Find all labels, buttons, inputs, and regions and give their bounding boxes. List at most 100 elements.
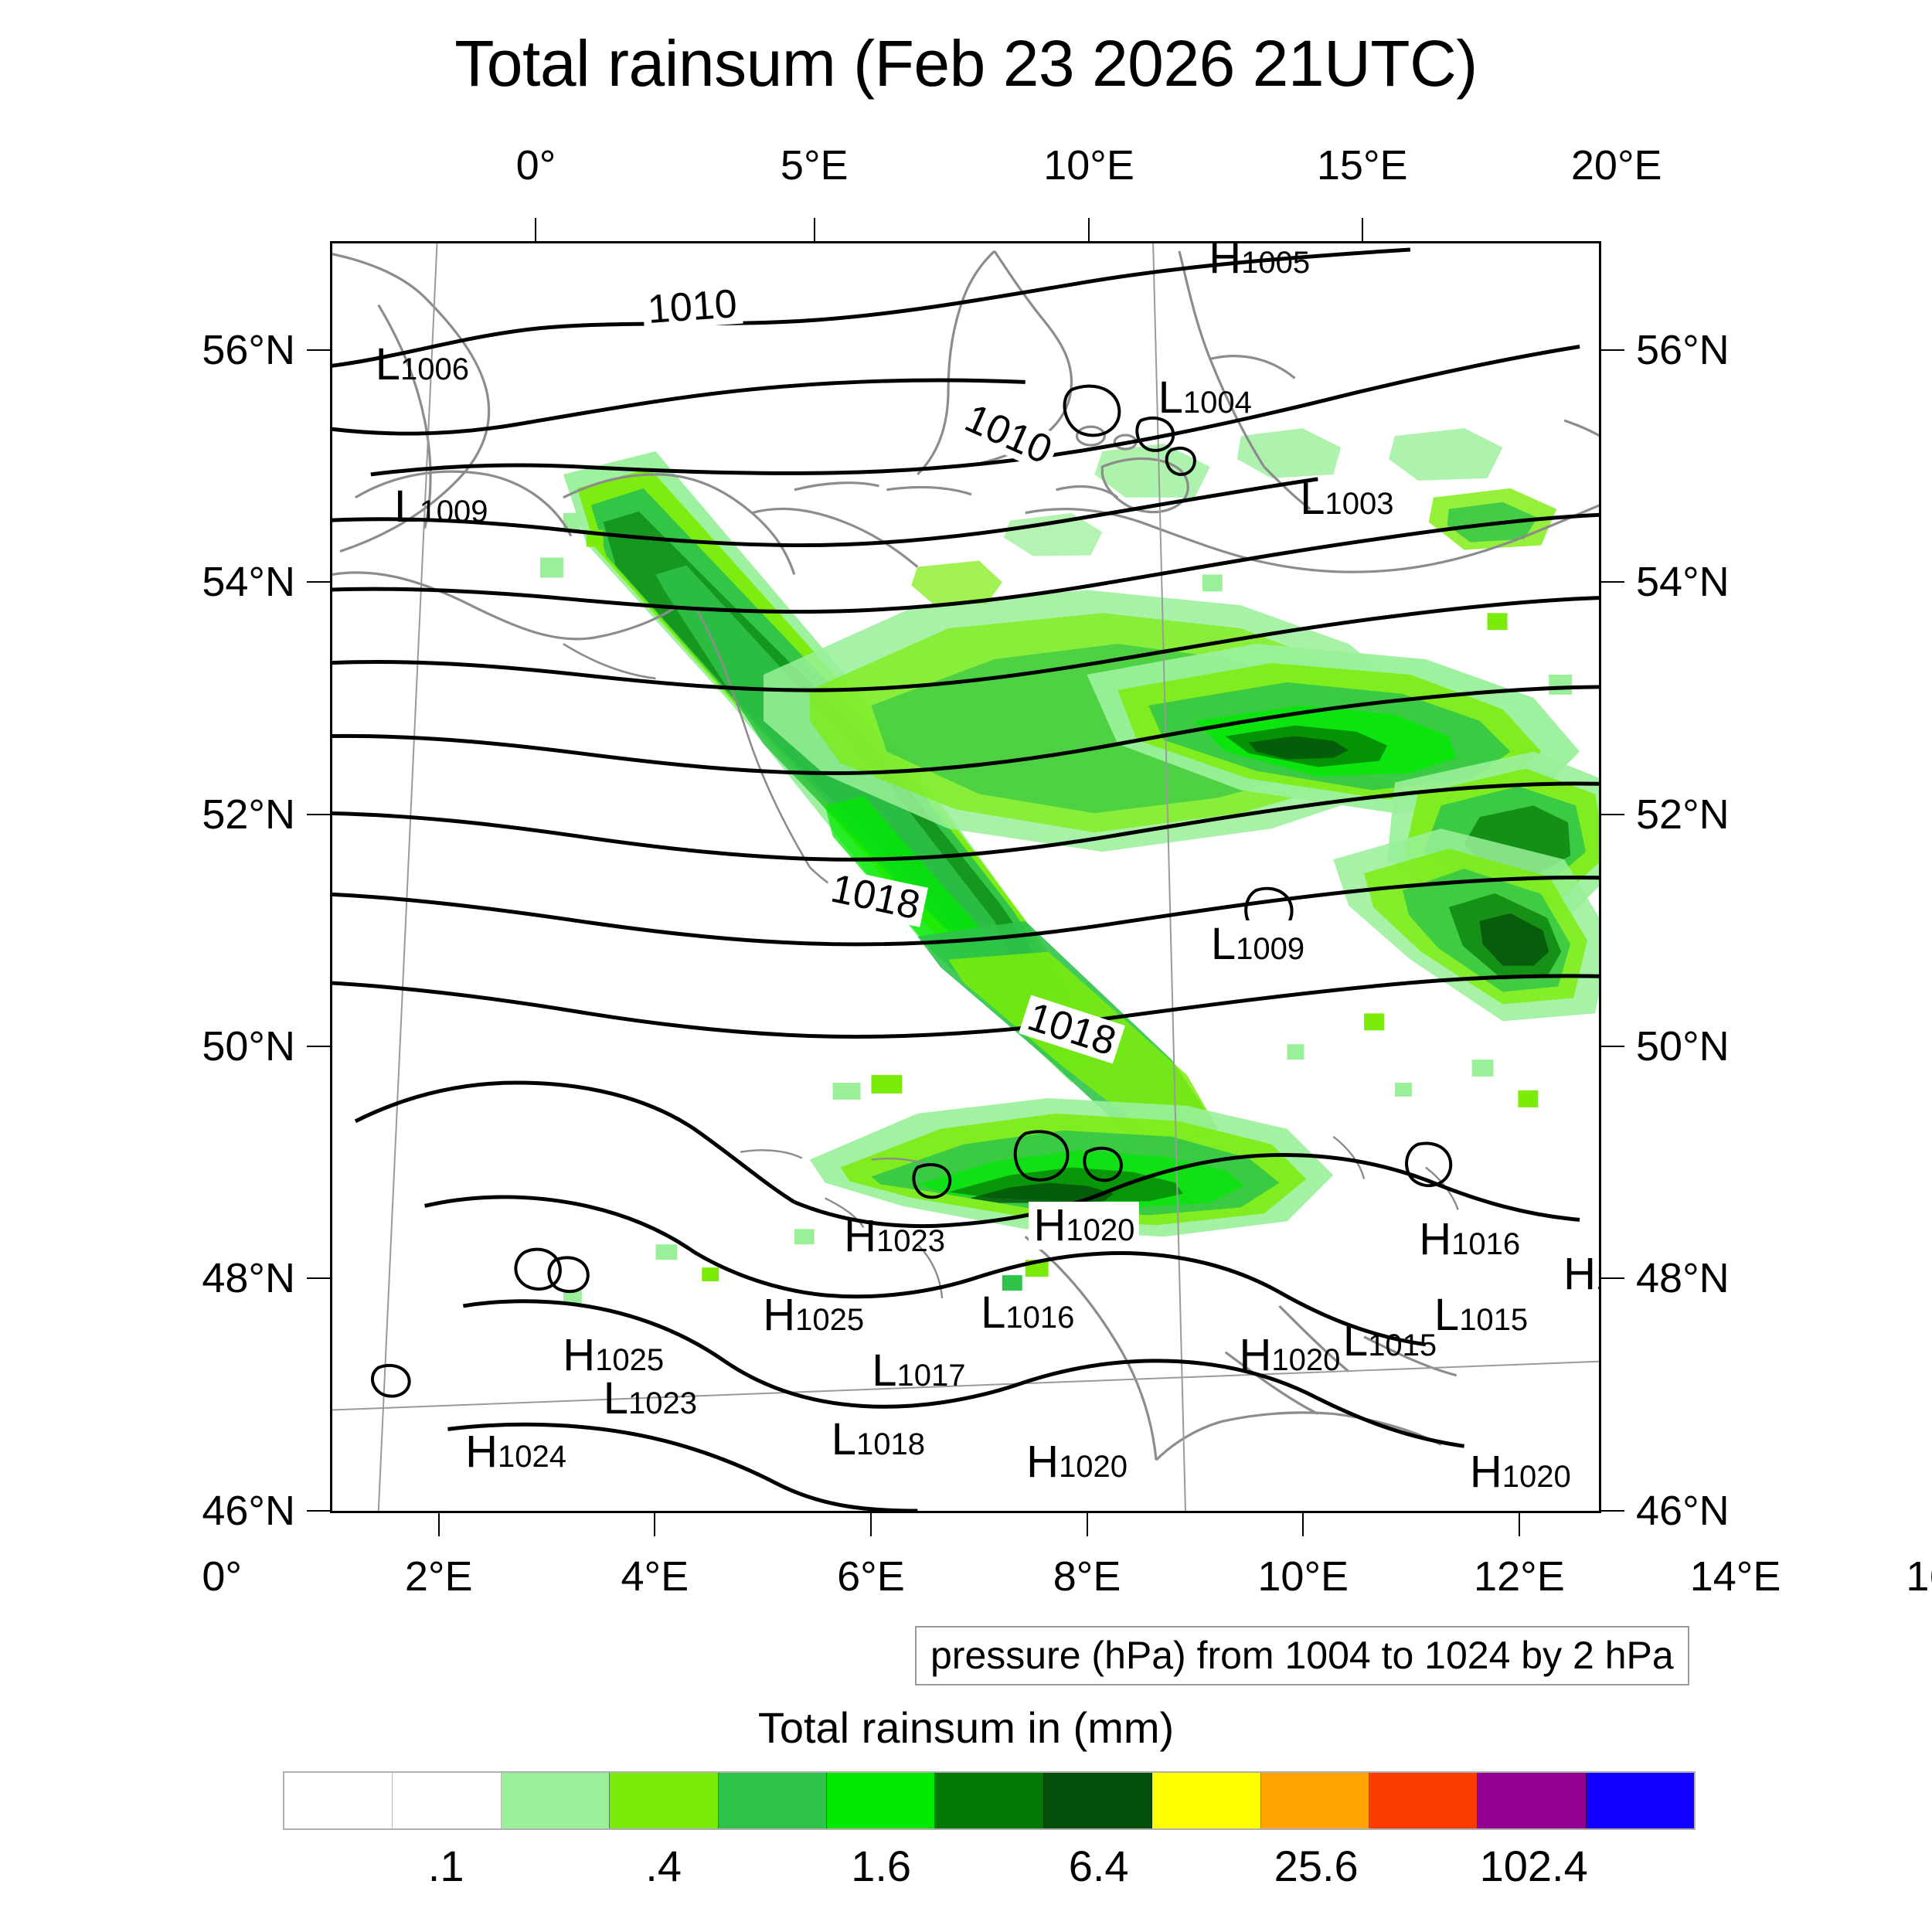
colorbar-tick-labels: .1 .4 1.6 6.4 25.6 102.4: [283, 1841, 1696, 1895]
pressure-system-label: L1004: [1158, 372, 1252, 423]
pressure-system-label: H1023: [844, 1211, 946, 1262]
right-tick-2: [1601, 813, 1624, 815]
pressure-system-label: H1020: [1026, 1437, 1128, 1488]
left-tick-0: [307, 349, 330, 351]
colorbar-swatch-8[interactable]: [1152, 1773, 1261, 1828]
bottom-tick-4: [1086, 1513, 1088, 1536]
right-tick-3: [1601, 1045, 1624, 1047]
bottom-axis-label-2: 4°E: [621, 1553, 689, 1600]
pressure-system-label: H1020: [1239, 1330, 1341, 1381]
pressure-system-label: H1005: [1209, 241, 1311, 284]
coastlines-and-borders: [332, 250, 1599, 1461]
bottom-tick-3: [869, 1513, 872, 1536]
colorbar-swatch-12[interactable]: [1586, 1773, 1695, 1828]
left-tick-1: [307, 581, 330, 583]
right-axis-label-2: 52°N: [1636, 791, 1730, 838]
pressure-contours: [332, 247, 1599, 1511]
map-plot-area[interactable]: L1006 L1009 H1005 L1004 L1003 L1009 H102…: [330, 241, 1601, 1513]
top-axis-label-0: 0°: [515, 142, 556, 189]
colorbar-swatch-11[interactable]: [1478, 1773, 1587, 1828]
colorbar-title: Total rainsum in (mm): [757, 1703, 1175, 1752]
bottom-tick-5: [1302, 1513, 1304, 1536]
page-title: Total rainsum (Feb 23 2026 21UTC): [454, 27, 1478, 100]
right-tick-1: [1601, 581, 1624, 583]
top-tick-3: [1361, 218, 1363, 241]
colorbar-swatch-0[interactable]: [284, 1773, 393, 1828]
bottom-axis-label-8: 16°E: [1906, 1553, 1932, 1600]
colorbar-swatch-5[interactable]: [826, 1773, 936, 1828]
left-tick-2: [307, 813, 330, 815]
pressure-system-label: L1009: [1206, 920, 1310, 968]
colorbar-swatch-9[interactable]: [1260, 1773, 1369, 1828]
bottom-tick-6: [1518, 1513, 1520, 1536]
colorbar-swatch-2[interactable]: [501, 1773, 611, 1828]
pressure-system-label: H101: [1563, 1249, 1599, 1300]
colorbar-tick-label-2: 1.6: [851, 1842, 912, 1890]
pressure-system-label: L1017: [872, 1345, 966, 1396]
bottom-axis-label-1: 2°E: [404, 1553, 473, 1600]
colorbar-swatch-1[interactable]: [393, 1773, 502, 1828]
right-tick-5: [1601, 1509, 1624, 1512]
bottom-axis-label-6: 12°E: [1474, 1553, 1565, 1600]
colorbar-swatch-3[interactable]: [610, 1773, 719, 1828]
pressure-system-label: L1018: [831, 1413, 926, 1464]
left-axis-label-1: 54°N: [202, 559, 295, 606]
pressure-system-label: H1020: [1029, 1201, 1140, 1250]
precipitation-shading: [540, 428, 1599, 1304]
left-axis-label-0: 56°N: [202, 326, 295, 373]
right-axis-label-5: 46°N: [1636, 1487, 1730, 1534]
colorbar-swatch-7[interactable]: [1043, 1773, 1153, 1828]
pressure-system-label: H1024: [465, 1427, 566, 1478]
right-axis-label-3: 50°N: [1636, 1022, 1730, 1070]
pressure-system-label: L1015: [1434, 1289, 1529, 1340]
top-axis-label-2: 10°E: [1043, 142, 1134, 189]
bottom-axis-label-3: 6°E: [837, 1553, 905, 1600]
pressure-system-label: H1016: [1419, 1213, 1521, 1264]
bottom-axis-label-5: 10°E: [1257, 1553, 1349, 1600]
top-tick-1: [813, 218, 815, 241]
colorbar-swatch-6[interactable]: [935, 1773, 1044, 1828]
bottom-tick-1: [437, 1513, 440, 1536]
colorbar-swatch-4[interactable]: [718, 1773, 827, 1828]
right-tick-4: [1601, 1277, 1624, 1280]
contour-label-1010: 1010: [641, 281, 743, 332]
top-tick-0: [535, 218, 537, 241]
pressure-system-label: L1006: [375, 338, 469, 389]
top-tick-2: [1088, 218, 1090, 241]
pressure-system-label: L1015: [1342, 1315, 1437, 1366]
right-axis-label-4: 48°N: [1636, 1255, 1730, 1302]
left-axis-label-5: 46°N: [202, 1487, 295, 1534]
pressure-system-label: L1009: [394, 481, 488, 532]
colorbar-tick-label-5: 102.4: [1479, 1842, 1588, 1890]
top-axis-label-3: 15°E: [1316, 142, 1408, 189]
bottom-axis-label-7: 14°E: [1689, 1553, 1781, 1600]
colorbar-swatch-10[interactable]: [1369, 1773, 1478, 1828]
bottom-axis-label-4: 8°E: [1053, 1553, 1121, 1600]
right-axis-label-0: 56°N: [1636, 326, 1730, 373]
colorbar[interactable]: [283, 1771, 1696, 1830]
bottom-tick-2: [654, 1513, 656, 1536]
colorbar-tick-label-3: 6.4: [1068, 1842, 1129, 1890]
left-tick-3: [307, 1045, 330, 1047]
pressure-system-label: L1016: [981, 1287, 1075, 1338]
map-canvas: [332, 243, 1599, 1511]
pressure-legend: pressure (hPa) from 1004 to 1024 by 2 hP…: [915, 1626, 1689, 1685]
bottom-axis-label-0: 0°: [202, 1553, 242, 1600]
left-tick-4: [307, 1277, 330, 1280]
left-axis-label-3: 50°N: [202, 1022, 295, 1070]
left-axis-label-4: 48°N: [202, 1255, 295, 1302]
left-tick-5: [307, 1509, 330, 1512]
pressure-system-label: H1020: [1469, 1447, 1571, 1498]
colorbar-tick-label-4: 25.6: [1274, 1842, 1359, 1890]
pressure-system-label: H1025: [763, 1289, 865, 1340]
top-axis-label-1: 5°E: [780, 142, 849, 189]
pressure-system-label: L1023: [603, 1373, 697, 1424]
right-axis-label-1: 54°N: [1636, 559, 1730, 606]
top-axis-label-4: 20°E: [1570, 142, 1662, 189]
pressure-system-label: L1003: [1300, 473, 1394, 524]
left-axis-label-2: 52°N: [202, 791, 295, 838]
colorbar-tick-label-0: .1: [427, 1842, 464, 1890]
pressure-system-label: H1025: [563, 1330, 665, 1381]
colorbar-tick-label-1: .4: [645, 1842, 682, 1890]
